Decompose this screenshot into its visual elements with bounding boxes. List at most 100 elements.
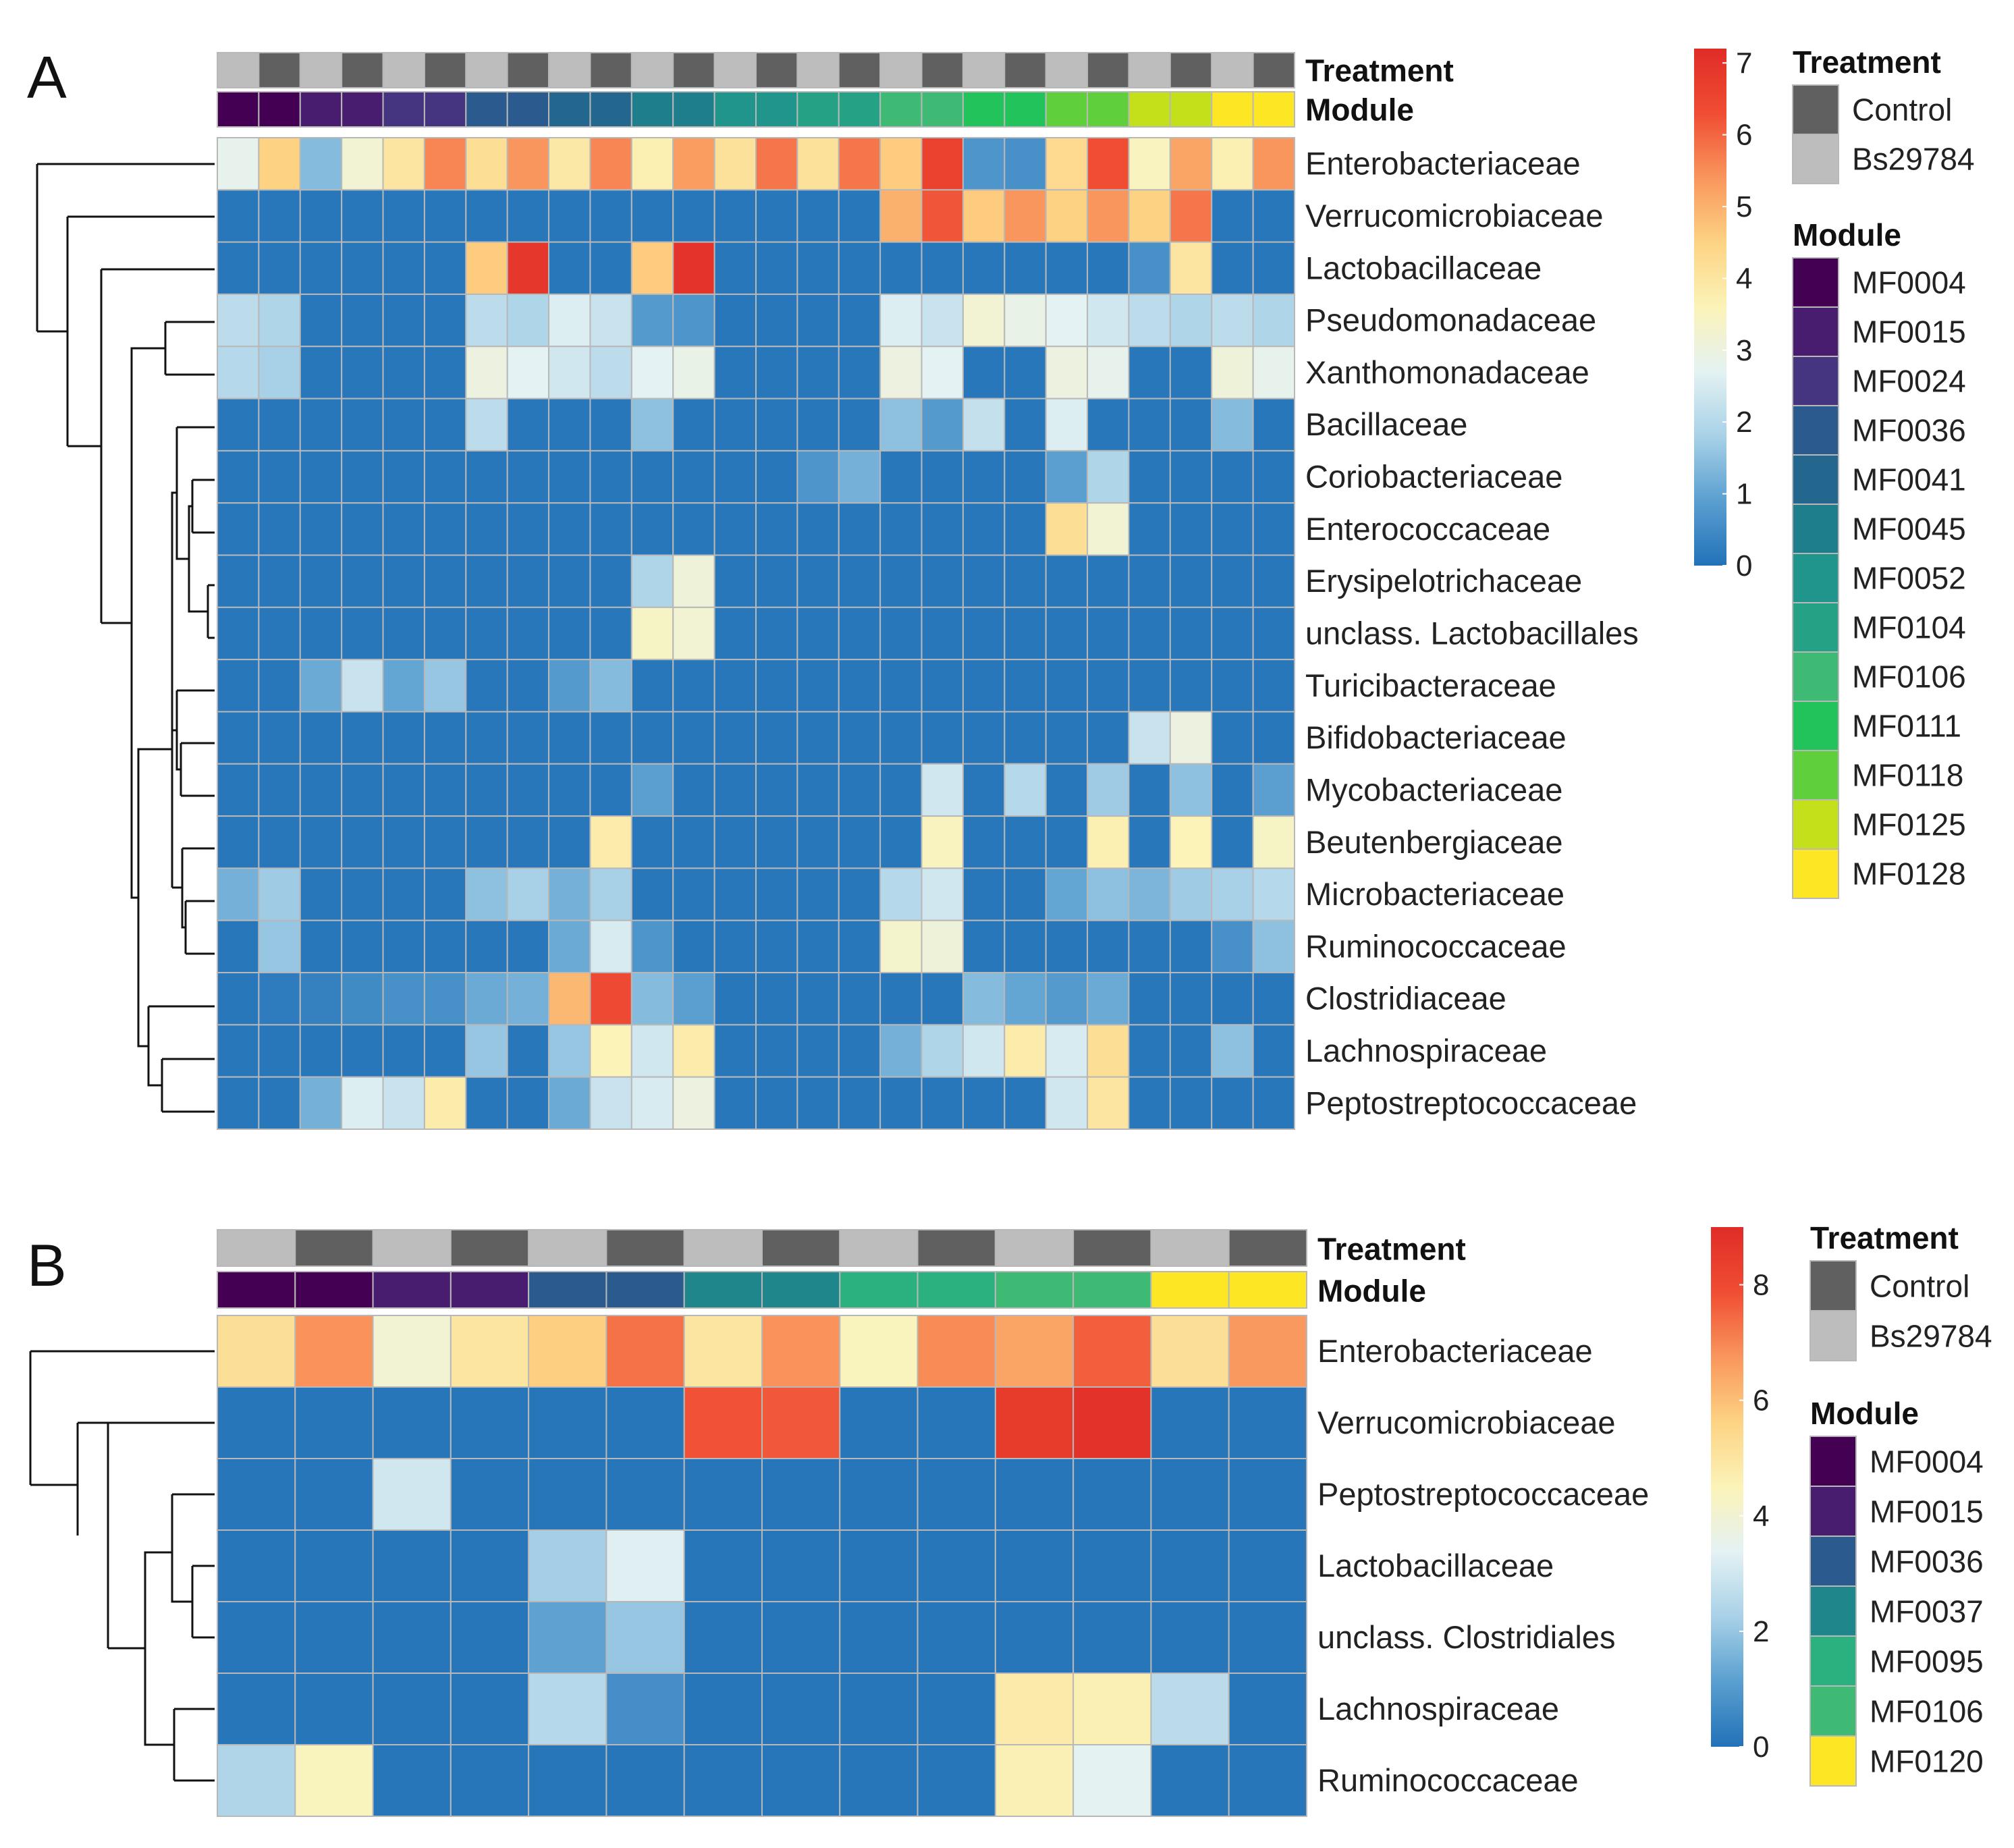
heatmap-cell: [341, 972, 384, 1026]
heatmap-cell: [879, 867, 923, 921]
heatmap-cell: [713, 711, 757, 765]
heatmap-cell: [1045, 137, 1089, 191]
heatmap-cell: [1087, 1024, 1130, 1078]
module-legend-label: MF0004: [1870, 1444, 1984, 1479]
heatmap-cell: [1128, 450, 1171, 504]
treatment-legend-label: Bs29784: [1870, 1318, 1992, 1353]
heatmap-cell: [605, 1529, 685, 1602]
heatmap-cell: [1128, 606, 1171, 661]
heatmap-cell: [921, 1076, 964, 1130]
heatmap-cell: [465, 346, 508, 400]
heatmap-cell: [423, 137, 467, 191]
heatmap-cell: [1045, 189, 1089, 243]
heatmap-cell: [1228, 1386, 1307, 1459]
heatmap-cell: [1004, 919, 1047, 974]
treatment-cell: [921, 52, 964, 88]
treatment-cell: [506, 52, 550, 88]
heatmap-cell: [382, 293, 425, 348]
heatmap-cell: [1169, 606, 1213, 661]
heatmap-cell: [341, 398, 384, 452]
heatmap-cell: [465, 450, 508, 504]
heatmap-cell: [217, 450, 260, 504]
treatment-cell: [683, 1229, 763, 1267]
heatmap-cell: [879, 293, 923, 348]
heatmap-cell: [382, 606, 425, 661]
heatmap-cell: [683, 1315, 763, 1388]
treatment-cell: [1072, 1229, 1152, 1267]
heatmap-cell: [382, 450, 425, 504]
module-cell: [548, 91, 591, 128]
heatmap-cell: [713, 606, 757, 661]
heatmap-cell: [506, 398, 550, 452]
heatmap-cell: [962, 919, 1006, 974]
heatmap-cell: [372, 1529, 452, 1602]
heatmap-cell: [423, 346, 467, 400]
heatmap-cell: [683, 1529, 763, 1602]
heatmap-cell: [1150, 1529, 1230, 1602]
module-legend-label: MF0041: [1852, 462, 1966, 497]
heatmap-cell: [217, 502, 260, 556]
heatmap-cell: [548, 763, 591, 817]
heatmap-cell: [528, 1744, 607, 1817]
heatmap-cell: [1252, 919, 1295, 974]
heatmap-cell: [1169, 815, 1213, 869]
treatment-legend-title: Treatment: [1793, 45, 1941, 80]
module-legend-swatch: [1792, 306, 1839, 357]
module-cell: [1252, 91, 1295, 128]
heatmap-cell: [299, 293, 343, 348]
heatmap-cell: [838, 867, 881, 921]
heatmap-cell: [528, 1315, 607, 1388]
heatmap-cell: [372, 1386, 452, 1459]
heatmap-cell: [299, 1076, 343, 1130]
heatmap-cell: [1211, 293, 1254, 348]
heatmap-cell: [1072, 1744, 1152, 1817]
heatmap-cell: [796, 763, 840, 817]
heatmap-cell: [1128, 554, 1171, 608]
heatmap-cell: [1087, 502, 1130, 556]
heatmap-cell: [796, 346, 840, 400]
heatmap-cell: [450, 1601, 530, 1674]
heatmap-cell: [423, 189, 467, 243]
heatmap-cell: [962, 398, 1006, 452]
heatmap-cell: [879, 763, 923, 817]
heatmap-cell: [630, 137, 674, 191]
heatmap-cell: [630, 398, 674, 452]
treatment-cell: [423, 52, 467, 88]
heatmap-cell: [299, 711, 343, 765]
treatment-cell: [465, 52, 508, 88]
heatmap-cell: [465, 554, 508, 608]
heatmap-cell: [1045, 554, 1089, 608]
heatmap-cell: [921, 1024, 964, 1078]
module-cell: [1211, 91, 1254, 128]
heatmap-cell: [589, 1076, 632, 1130]
heatmap-cell: [761, 1458, 841, 1531]
heatmap-cell: [217, 293, 260, 348]
heatmap-cell: [838, 1076, 881, 1130]
color-bar-tick-label: 7: [1736, 47, 1752, 80]
heatmap-cell: [299, 972, 343, 1026]
module-cell: [796, 91, 840, 128]
heatmap-cell: [382, 815, 425, 869]
heatmap-cell: [548, 711, 591, 765]
heatmap-cell: [879, 1024, 923, 1078]
module-legend-label: MF0120: [1870, 1743, 1984, 1778]
heatmap-cell: [1150, 1744, 1230, 1817]
module-cell: [465, 91, 508, 128]
color-bar-tick-label: 2: [1736, 406, 1752, 439]
heatmap-cell: [528, 1529, 607, 1602]
heatmap-cell: [755, 293, 798, 348]
row-label: Verrucomicrobiaceae: [1305, 198, 1604, 234]
heatmap-cell: [506, 1076, 550, 1130]
heatmap-cell: [962, 554, 1006, 608]
heatmap-cell: [1087, 763, 1130, 817]
heatmap-cell: [1004, 1076, 1047, 1130]
heatmap-cell: [341, 659, 384, 713]
heatmap-cell: [839, 1529, 919, 1602]
heatmap-cell: [1150, 1386, 1230, 1459]
heatmap-cell: [1211, 659, 1254, 713]
heatmap-cell: [672, 346, 715, 400]
heatmap-cell: [672, 189, 715, 243]
heatmap-cell: [589, 867, 632, 921]
treatment-cell: [294, 1229, 374, 1267]
module-legend-label: MF0095: [1870, 1643, 1984, 1679]
